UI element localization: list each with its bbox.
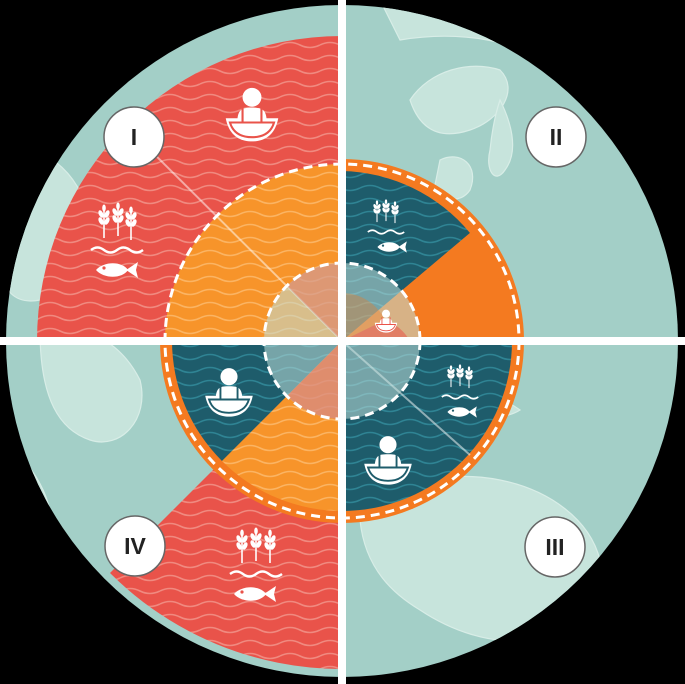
quadrant-2-badge: II	[525, 106, 587, 168]
quadrant-2-label: II	[550, 124, 563, 150]
horizontal-divider	[0, 337, 685, 345]
quadrant-3-label: III	[545, 534, 564, 560]
quadrant-4-label: IV	[124, 533, 146, 559]
quadrant-1-badge: I	[103, 106, 165, 168]
quadrant-1-label: I	[131, 124, 137, 150]
quadrant-3-badge: III	[524, 516, 586, 578]
quadrant-4-badge: IV	[104, 515, 166, 577]
